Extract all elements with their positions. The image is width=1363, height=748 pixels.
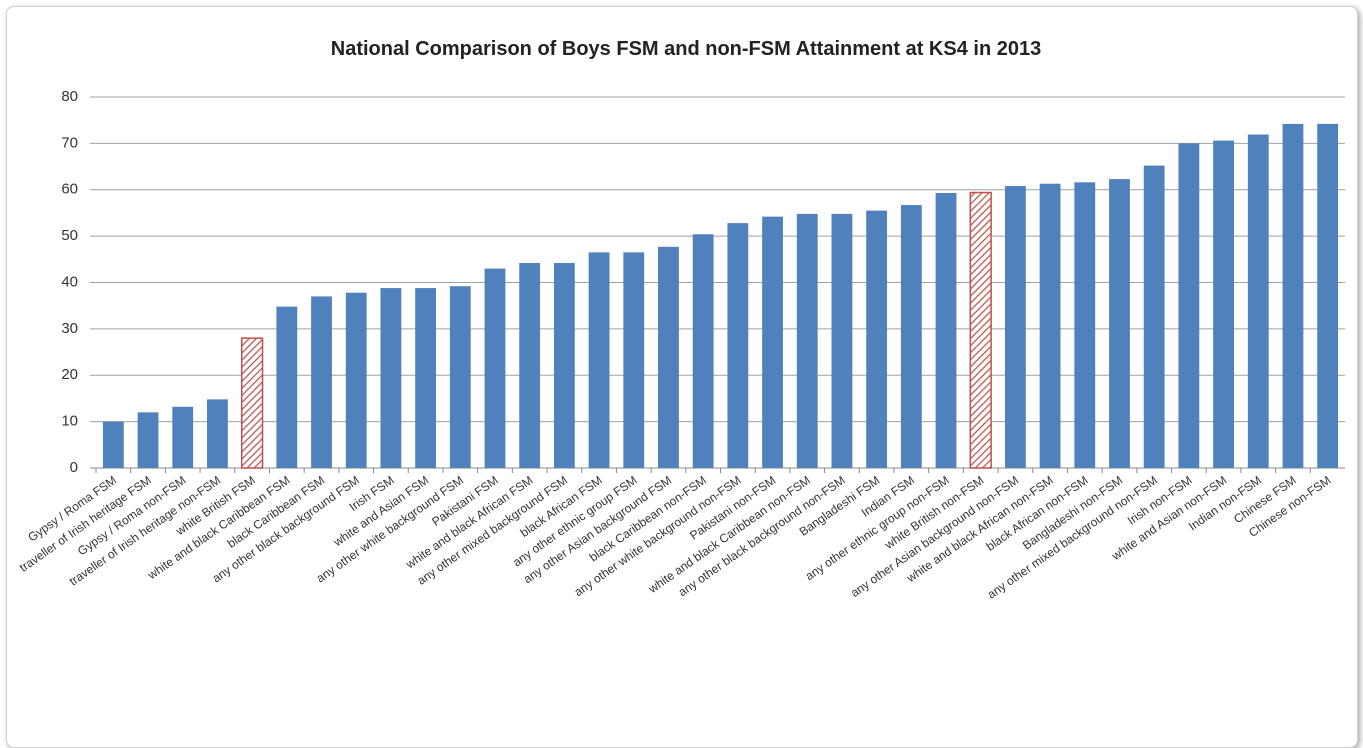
chart-title: National Comparison of Boys FSM and non-… — [331, 38, 1041, 60]
bar — [137, 412, 159, 468]
bar — [1178, 143, 1200, 468]
bar — [900, 205, 922, 468]
bar — [796, 213, 818, 468]
bar — [1039, 183, 1061, 468]
bar — [1213, 140, 1234, 468]
bar — [1247, 134, 1269, 468]
y-tick-label: 80 — [61, 88, 78, 105]
bar — [588, 252, 610, 468]
y-tick-label: 60 — [61, 181, 78, 198]
bar — [1282, 123, 1304, 469]
bar — [1004, 186, 1026, 469]
bar — [1109, 179, 1130, 469]
bar — [240, 337, 264, 469]
bar — [449, 286, 471, 468]
bar — [311, 296, 332, 468]
y-tick-label: 40 — [61, 273, 78, 290]
y-tick-label: 70 — [61, 134, 78, 151]
bar — [692, 234, 714, 468]
bar — [484, 268, 506, 468]
y-tick-label: 50 — [61, 227, 78, 244]
bar — [415, 288, 437, 468]
bar — [658, 246, 679, 468]
bar — [1074, 182, 1096, 468]
bar — [1317, 123, 1339, 469]
bar — [345, 292, 367, 468]
bar — [380, 288, 402, 468]
y-tick-label: 10 — [61, 413, 78, 430]
y-tick-label: 20 — [61, 366, 78, 383]
bar — [519, 263, 541, 468]
bar — [276, 306, 298, 468]
bar — [1143, 165, 1165, 468]
bar — [553, 263, 575, 468]
bar — [727, 223, 749, 468]
bar — [623, 252, 645, 468]
bar — [172, 406, 194, 468]
chart-frame — [6, 6, 1358, 748]
bar — [207, 399, 228, 468]
y-tick-label: 30 — [61, 320, 78, 337]
y-tick-label: 0 — [70, 459, 78, 476]
bar — [969, 191, 992, 469]
bar — [935, 192, 957, 468]
bar — [102, 421, 124, 468]
bar — [831, 213, 853, 468]
chart: National Comparison of Boys FSM and non-… — [17, 38, 1345, 602]
bar — [866, 210, 888, 468]
bar — [762, 216, 783, 468]
